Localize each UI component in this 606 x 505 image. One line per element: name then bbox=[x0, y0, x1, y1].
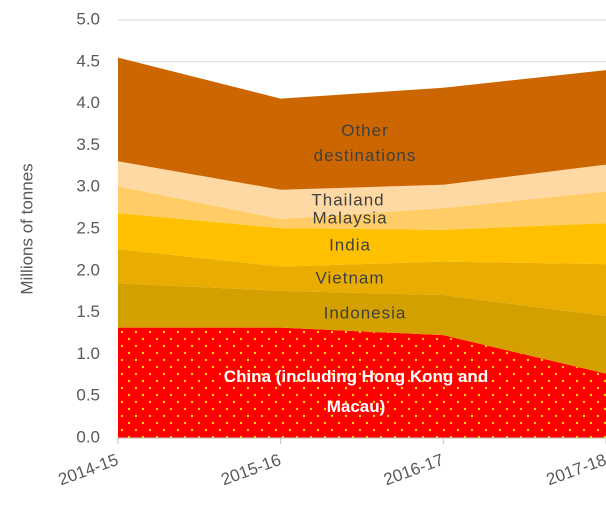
series-label: Indonesia bbox=[323, 303, 407, 323]
area bbox=[118, 186, 606, 230]
y-tick-label: 2.0 bbox=[76, 260, 100, 279]
area bbox=[118, 213, 606, 267]
series-label: Malaysia bbox=[312, 208, 388, 228]
y-tick-label: 0.5 bbox=[76, 386, 100, 405]
area bbox=[118, 57, 606, 190]
series-label: Other destinations bbox=[313, 121, 417, 165]
y-tick-label: 1.5 bbox=[76, 302, 100, 321]
x-tick-label: 2016-17 bbox=[381, 450, 446, 489]
series-label: Thailand bbox=[311, 190, 385, 210]
y-axis-label: Millions of tonnes bbox=[17, 163, 36, 294]
y-tick-label: 2.5 bbox=[76, 218, 100, 237]
x-tick-label: 2017-18 bbox=[544, 450, 606, 489]
y-tick-label: 5.0 bbox=[76, 9, 100, 28]
y-tick-label: 3.5 bbox=[76, 135, 100, 154]
series-label: India bbox=[329, 235, 371, 255]
area bbox=[118, 283, 606, 374]
area bbox=[118, 161, 606, 219]
y-tick-label: 1.0 bbox=[76, 344, 100, 363]
series-label: China (including Hong Kong and Macau) bbox=[223, 367, 489, 416]
area bbox=[118, 249, 606, 316]
x-tick-label: 2015-16 bbox=[218, 450, 283, 489]
y-tick-label: 3.0 bbox=[76, 177, 100, 196]
area-pattern bbox=[118, 327, 606, 438]
y-tick-label: 4.5 bbox=[76, 51, 100, 70]
y-tick-label: 4.0 bbox=[76, 93, 100, 112]
x-tick-label: 2014-15 bbox=[56, 450, 121, 489]
y-tick-label: 0.0 bbox=[76, 427, 100, 446]
series-label: Vietnam bbox=[315, 268, 385, 288]
